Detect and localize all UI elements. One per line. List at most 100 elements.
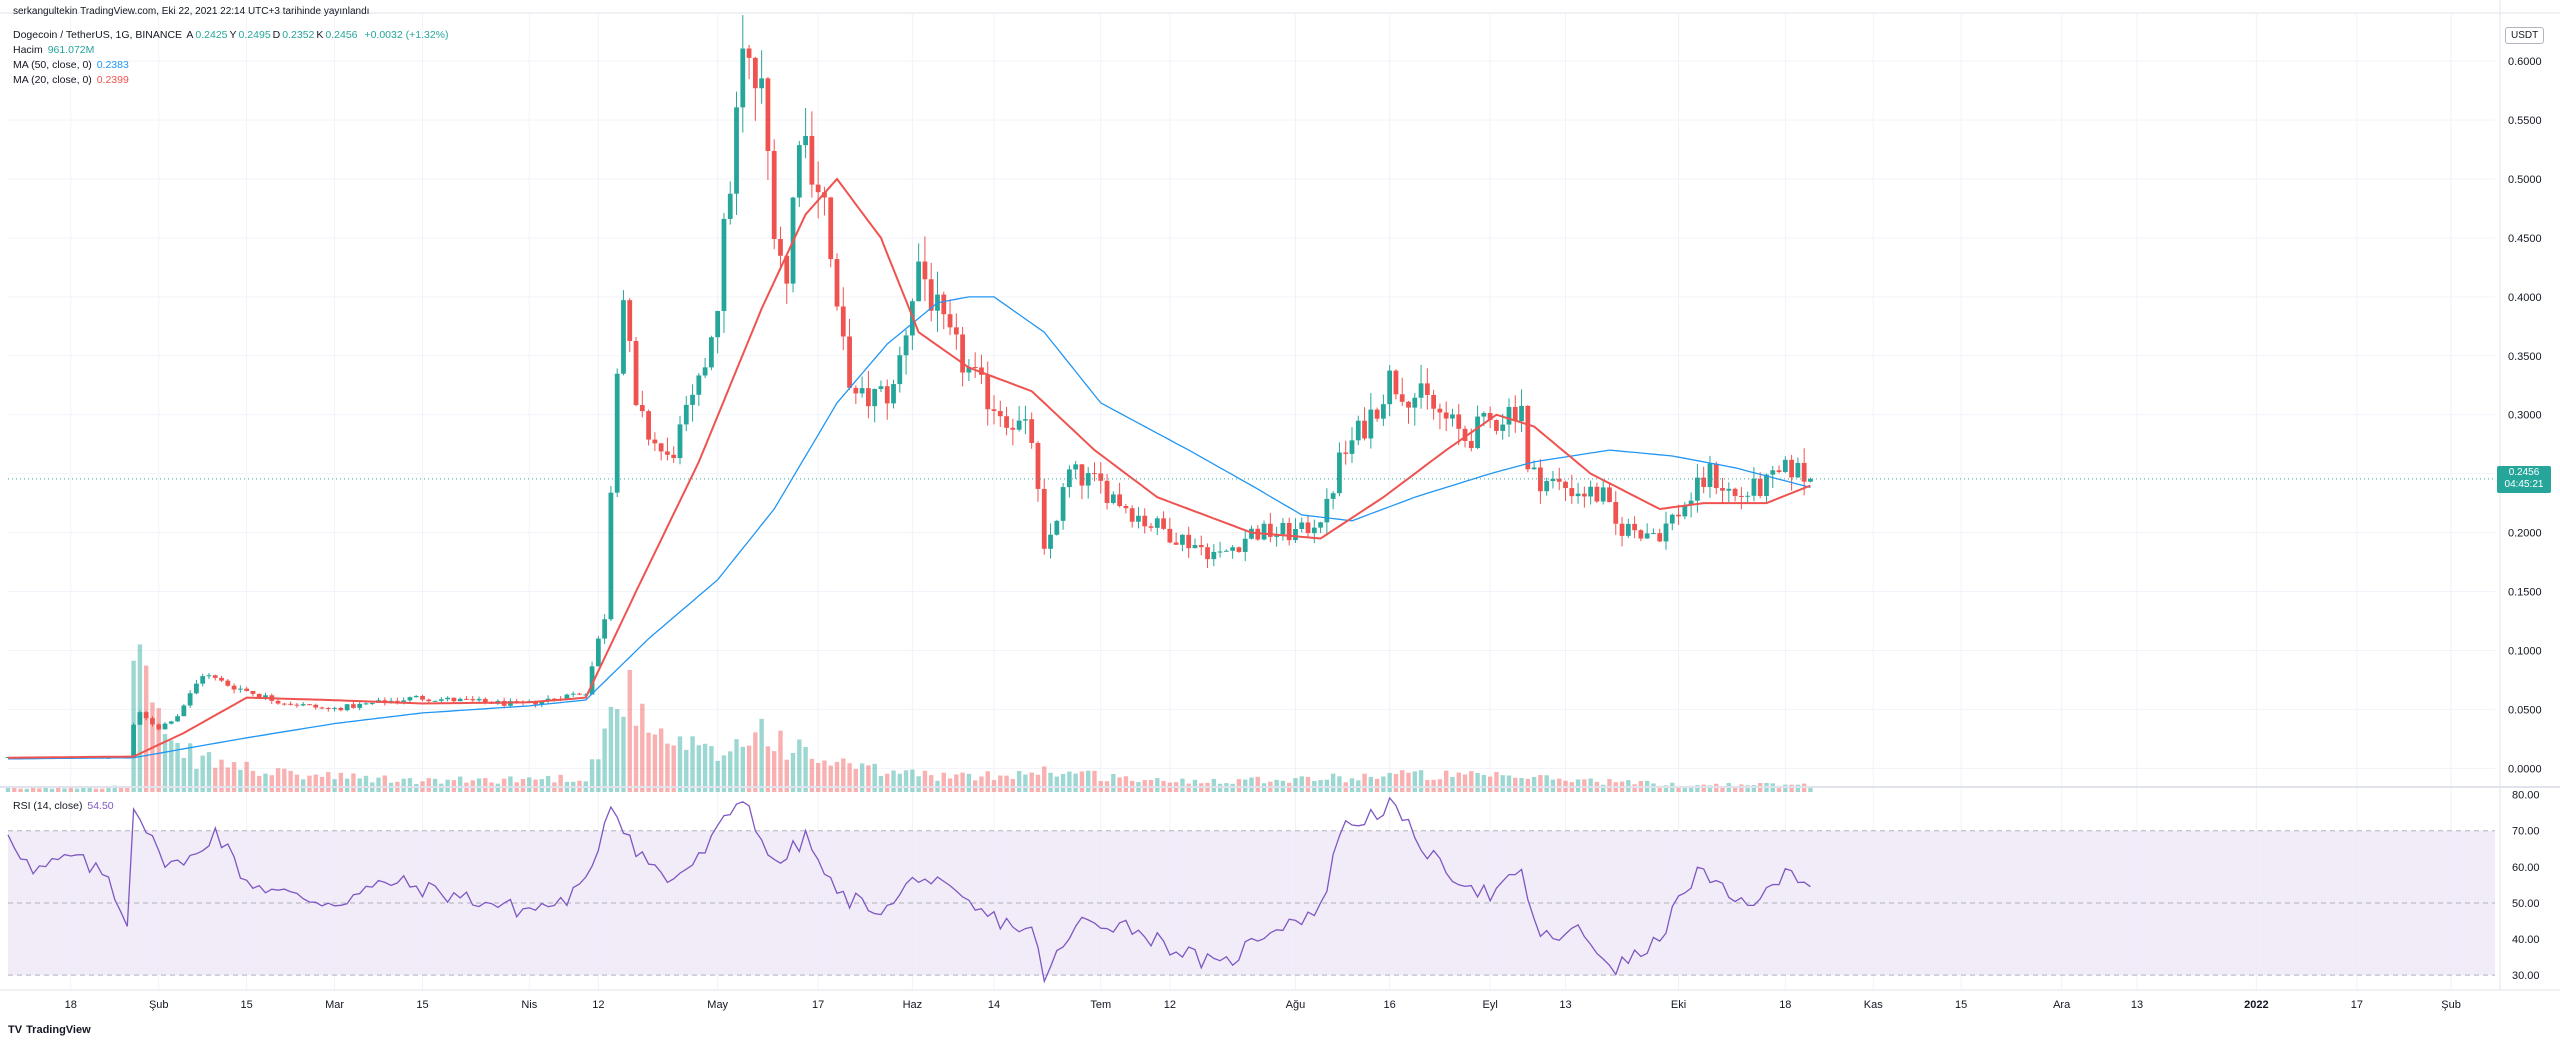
currency-badge[interactable]: USDT	[2505, 27, 2545, 44]
candle-body	[997, 411, 1003, 417]
volume-bar	[81, 787, 86, 792]
candle-body	[1651, 533, 1656, 535]
volume-bar	[721, 755, 727, 792]
volume-legend[interactable]: Hacim 961.072M	[13, 43, 96, 57]
volume-bar	[671, 745, 676, 792]
ma50-legend[interactable]: MA (50, close, 0) 0.2383	[13, 58, 131, 72]
volume-bar	[1739, 784, 1744, 792]
volume-bar	[1060, 773, 1066, 792]
candle-body	[928, 279, 934, 311]
candle-body	[1487, 413, 1493, 421]
volume-bar	[740, 746, 745, 792]
candle-body	[809, 135, 815, 185]
candle-body	[131, 724, 136, 758]
candle-body	[1374, 409, 1380, 419]
time-tick-label: 14	[988, 999, 1000, 1011]
volume-bar	[257, 775, 262, 792]
candle-body	[859, 388, 865, 394]
rsi-band	[8, 830, 2495, 976]
tradingview-brand[interactable]: TV TradingView	[8, 1024, 91, 1036]
candle-body	[1223, 550, 1229, 552]
volume-bar	[1431, 779, 1436, 792]
grid	[8, 14, 2495, 990]
volume-bar	[1506, 775, 1512, 792]
candle-body	[740, 48, 746, 108]
ohlc-key: K	[316, 29, 324, 41]
candle-body	[464, 698, 469, 700]
candle-body	[451, 697, 457, 702]
rsi-tick-label: 40.00	[2512, 934, 2540, 946]
candle-body	[219, 677, 224, 681]
rsi-legend[interactable]: RSI (14, close) 54.50	[13, 799, 116, 813]
candle-body	[137, 712, 143, 725]
price-tick-label: 0.5500	[2508, 115, 2542, 127]
volume-bar	[885, 773, 890, 792]
candle-body	[1657, 533, 1663, 542]
volume-bar	[194, 768, 199, 792]
publish-text: serkangultekin TradingView.com, Eki 22, …	[13, 6, 370, 17]
symbol-legend[interactable]: Dogecoin / TetherUS, 1G, BINANCE A 0.2425…	[13, 28, 451, 42]
candle-body	[966, 367, 972, 373]
candle-body	[1575, 493, 1581, 497]
candle-body	[363, 703, 369, 705]
candle-body	[156, 724, 162, 730]
candle-body	[696, 375, 702, 395]
candle-body	[1795, 462, 1801, 478]
volume-bar	[891, 770, 896, 792]
candle-body	[438, 699, 444, 701]
candle-body	[1569, 488, 1575, 497]
candle-body	[281, 703, 287, 705]
symbol-name[interactable]: Dogecoin / TetherUS, 1G, BINANCE	[13, 29, 183, 41]
volume-bar	[1513, 777, 1518, 792]
volume-bar	[1117, 777, 1122, 792]
candle-body	[1343, 452, 1349, 454]
volume-bar	[1418, 770, 1424, 792]
candle-body	[313, 704, 319, 708]
volume-bar	[753, 732, 758, 792]
volume-bar	[853, 768, 859, 792]
ma20-legend[interactable]: MA (20, close, 0) 0.2399	[13, 73, 131, 87]
candle-body	[639, 405, 645, 412]
ohlc-value: 0.2425	[195, 29, 228, 41]
candle-body	[325, 707, 331, 709]
volume-bar	[608, 706, 614, 792]
candle-body	[288, 703, 294, 705]
volume-bar	[1299, 776, 1304, 792]
volume-bar	[357, 778, 362, 792]
ohlc-key: A	[186, 29, 194, 41]
ohlc-values: A 0.2425 Y 0.2495 D 0.2352 K 0.2456	[186, 29, 359, 41]
volume-bar	[68, 788, 74, 792]
candle-body	[727, 193, 733, 219]
candle-body	[765, 78, 771, 151]
rsi-tick-label: 30.00	[2512, 970, 2540, 982]
candle-body	[1644, 533, 1650, 539]
candle-body	[1738, 495, 1744, 497]
volume-bar	[765, 746, 771, 792]
volume-bar	[684, 749, 689, 792]
candle-body	[702, 367, 708, 376]
candle-body	[941, 294, 947, 315]
volume-bar	[903, 770, 909, 792]
rsi-axis[interactable]: 30.00 40.00 50.00 60.00 70.00 80.00	[2512, 790, 2540, 983]
volume-bar	[1035, 774, 1041, 792]
candle-body	[181, 705, 187, 717]
candle-body	[1707, 463, 1713, 487]
volume-bar	[1462, 774, 1468, 792]
candle-body	[602, 619, 608, 639]
candle-body	[1261, 523, 1267, 540]
candle-body	[866, 388, 871, 407]
volume-bar	[445, 779, 450, 792]
candle-body	[1669, 514, 1675, 524]
volume-value: 961.072M	[47, 44, 95, 56]
time-axis[interactable]: 18 Şub 15 Mar 15 Nis 12 May 17 Haz 14 Tem 12 Ağu 16 Eyl…	[65, 999, 2461, 1011]
pane-separators	[0, 0, 2560, 991]
time-tick-label: 13	[1559, 999, 1571, 1011]
candle-body	[1217, 551, 1223, 553]
volume-bar	[1255, 776, 1260, 792]
candle-body	[1770, 470, 1776, 475]
ohlc-value: 0.2352	[282, 29, 315, 41]
candle-body	[652, 439, 658, 444]
price-axis[interactable]: 0.00000.05000.10000.15000.20000.25000.30…	[2508, 56, 2542, 775]
candle-body	[300, 704, 306, 706]
